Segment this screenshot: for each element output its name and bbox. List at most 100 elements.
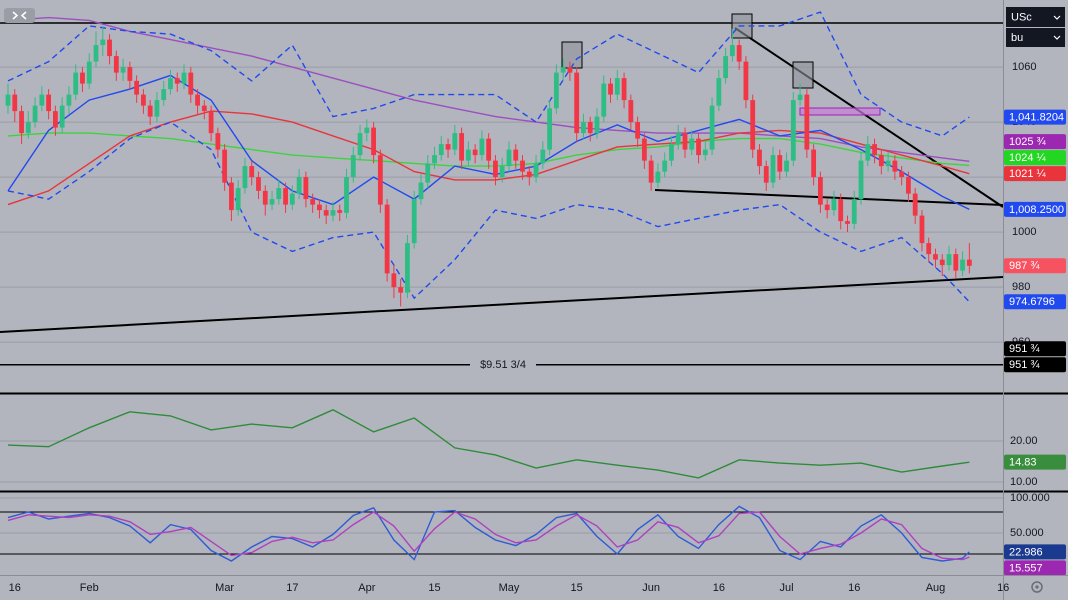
candle-body [100, 39, 106, 46]
candle-body [838, 199, 844, 222]
value-badge-text: 987 ¾ [1009, 260, 1040, 272]
candle-body [364, 127, 370, 134]
highlight-box [561, 41, 583, 69]
candle-body [939, 259, 945, 266]
currency-select-bg[interactable] [1006, 7, 1065, 27]
candle-body [716, 78, 722, 106]
time-axis: 16 Feb Mar 17 Apr 15 May 15 Jun 16 Jul 16 Aug 16 [9, 582, 1010, 594]
candle-body [188, 72, 194, 95]
x-tick-label: Feb [80, 582, 99, 594]
candle-body [648, 160, 654, 183]
candle-body [784, 160, 789, 172]
candle-body [465, 149, 471, 161]
highlight-box [792, 61, 814, 89]
candle-body [276, 188, 282, 200]
band-line [7, 121, 970, 303]
candle-body [696, 138, 701, 156]
candle-body [371, 127, 376, 156]
candle-body [357, 133, 363, 156]
value-badge-text: 1024 ¼ [1009, 152, 1047, 164]
value-badge-text: 15.557 [1009, 562, 1043, 574]
candle-body [729, 45, 735, 57]
support-trendline [0, 276, 1003, 333]
dropdown-icon [1053, 35, 1061, 40]
value-badge-text: 22.986 [1009, 546, 1043, 558]
value-badge [1004, 166, 1066, 182]
candle-body [912, 193, 918, 216]
price-pane: $9.51 3/4 [0, 11, 1003, 373]
candle-body [147, 105, 153, 117]
x-tick-label: 15 [571, 582, 583, 594]
x-tick-label: Jun [642, 582, 660, 594]
candle-body [723, 56, 729, 79]
unit-select-bg[interactable] [1006, 28, 1065, 47]
candle-body [181, 72, 187, 84]
candle-body [438, 144, 444, 156]
chevron-icon [20, 11, 27, 20]
value-badge [1004, 109, 1066, 125]
candle-body [757, 149, 762, 167]
currency-select[interactable]: USc [1006, 7, 1065, 27]
highlight-zone [799, 107, 881, 116]
unit-select[interactable]: bu [1006, 28, 1065, 47]
candle-body [303, 177, 309, 200]
candle-body [845, 221, 850, 224]
candle-body [283, 188, 288, 205]
candle-body [946, 254, 952, 266]
candle-body [709, 105, 715, 150]
candle-body [472, 149, 478, 156]
y-tick-label: 1060 [1012, 61, 1036, 73]
y-tick-label: 100.000 [1010, 492, 1050, 504]
candle-body [323, 210, 329, 216]
candle-body [59, 105, 65, 128]
value-badge-text: 951 ¾ [1009, 343, 1040, 355]
candle-body [669, 144, 674, 161]
candle-body [201, 105, 207, 112]
candle-body [168, 78, 173, 90]
candle-body [398, 287, 404, 293]
value-badge-text: 1,041.8204 [1009, 112, 1064, 124]
x-tick-label: 15 [428, 582, 440, 594]
candle-body [425, 163, 431, 183]
y-tick-label: 10.00 [1010, 476, 1038, 488]
collapse-button[interactable] [4, 8, 35, 23]
candle-body [906, 177, 911, 194]
candle-body [141, 94, 146, 106]
candle-body [134, 80, 140, 95]
unit-text: bu [1011, 32, 1023, 44]
candle-body [242, 166, 248, 189]
candle-body [93, 45, 99, 62]
candle-body [154, 100, 160, 117]
candle-body [526, 171, 532, 178]
candle-body [520, 160, 525, 172]
settings-button[interactable] [1031, 581, 1043, 593]
candle-body [66, 94, 72, 106]
candle-body [804, 94, 810, 150]
collapse-button-bg[interactable] [4, 8, 35, 23]
x-tick-label: 16 [848, 582, 860, 594]
dropdown-icon [1053, 15, 1061, 20]
candle-body [960, 259, 965, 271]
candle-body [702, 149, 708, 156]
band-line [7, 11, 970, 137]
x-tick-label: Jul [780, 582, 794, 594]
candle-body [587, 122, 593, 134]
settings-icon[interactable] [1031, 581, 1043, 593]
value-badge [1004, 341, 1066, 357]
candle-body [899, 171, 905, 178]
value-badge-text: 1025 ¾ [1009, 136, 1047, 148]
candle-body [966, 259, 972, 266]
candle-body [790, 100, 796, 161]
value-badge [1004, 258, 1066, 274]
candle-body [337, 210, 343, 213]
y-tick-label: 50.000 [1010, 527, 1044, 539]
candle-body [391, 273, 397, 288]
candle-body [12, 94, 18, 112]
candle-body [750, 100, 756, 150]
candle-body [5, 94, 11, 106]
candle-body [256, 177, 261, 191]
value-badge [1004, 544, 1066, 560]
candle-body [689, 138, 695, 150]
